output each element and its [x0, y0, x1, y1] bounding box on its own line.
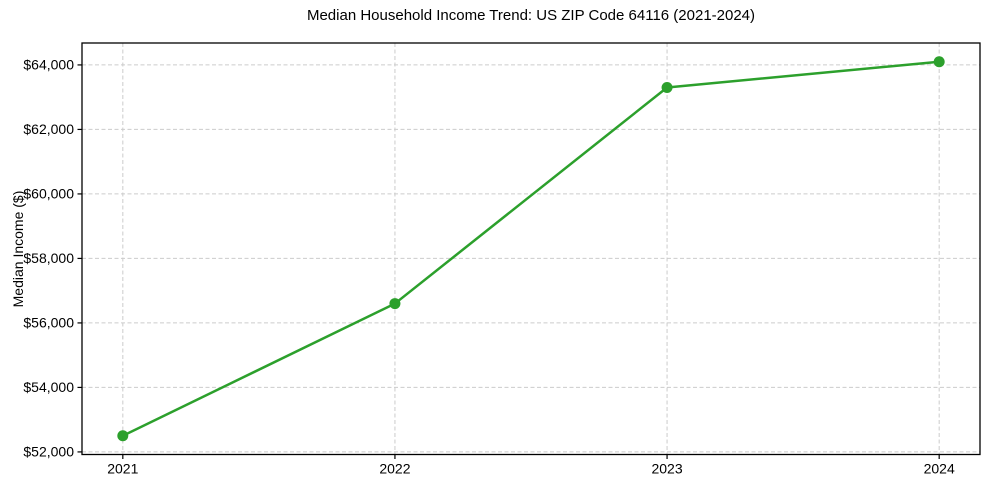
x-tick-label: 2021 [107, 461, 138, 477]
y-tick-label: $64,000 [23, 56, 74, 72]
data-point [117, 430, 129, 442]
y-tick-label: $54,000 [23, 379, 74, 395]
data-point [933, 56, 945, 68]
data-point [389, 298, 401, 310]
x-tick-label: 2023 [651, 461, 682, 477]
x-tick-label: 2022 [379, 461, 410, 477]
chart-title: Median Household Income Trend: US ZIP Co… [306, 7, 756, 24]
trend-line [121, 60, 941, 438]
plot-border [81, 42, 981, 456]
y-tick-label: $62,000 [23, 121, 74, 137]
y-tick-label: $58,000 [23, 250, 74, 266]
y-tick-label: $56,000 [23, 314, 74, 330]
data-point [661, 82, 673, 94]
x-tick-label: 2024 [924, 461, 955, 477]
y-tick-label: $52,000 [23, 443, 74, 459]
y-tick-label: $60,000 [23, 185, 74, 201]
